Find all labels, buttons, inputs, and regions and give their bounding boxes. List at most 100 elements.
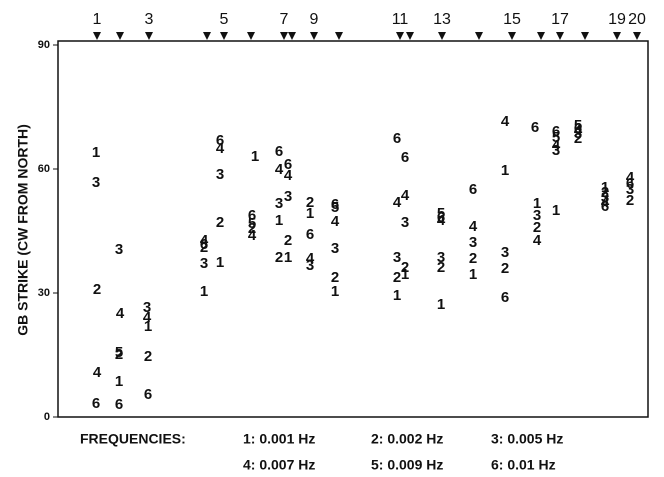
data-point: 2 — [331, 269, 339, 286]
y-axis-label: GB STRIKE (CW FROM NORTH) — [15, 124, 31, 336]
legend-entry: 5: 0.009 Hz — [371, 457, 443, 473]
data-point: 3 — [143, 299, 151, 316]
station-marker — [220, 32, 228, 40]
legend-entry: 1: 0.001 Hz — [243, 431, 315, 447]
data-point: 1 — [501, 162, 509, 179]
data-point: 4 — [552, 137, 561, 154]
data-point: 2 — [200, 239, 208, 256]
data-point: 1 — [275, 212, 283, 229]
data-point: 1 — [552, 202, 560, 219]
data-point: 6 — [393, 130, 401, 147]
station-marker — [633, 32, 641, 40]
data-point: 4 — [216, 140, 225, 157]
legend-entry: 4: 0.007 Hz — [243, 457, 315, 473]
data-point: 6 — [92, 395, 100, 412]
data-point: 3 — [306, 257, 314, 274]
x-tick-label: 7 — [280, 11, 289, 28]
data-point: 2 — [574, 130, 582, 147]
legend-entry: 2: 0.002 Hz — [371, 431, 443, 447]
data-point: 4 — [200, 232, 209, 249]
data-point: 4 — [533, 232, 542, 249]
station-marker — [203, 32, 211, 40]
data-point: 1 — [469, 266, 477, 283]
data-point: 2 — [144, 348, 152, 365]
x-tick-label: 13 — [433, 11, 451, 28]
data-point: 2 — [601, 184, 609, 201]
data-point: 6 — [200, 236, 208, 253]
x-tick-label: 15 — [503, 11, 521, 28]
data-point: 3 — [626, 181, 634, 198]
data-point: 2 — [469, 250, 477, 267]
data-point: 3 — [284, 188, 292, 205]
station-marker — [537, 32, 545, 40]
station-marker — [93, 32, 101, 40]
data-point: 1 — [144, 318, 152, 335]
station-marker — [335, 32, 343, 40]
data-point: 4 — [437, 212, 446, 229]
data-point: 6 — [501, 289, 509, 306]
station-marker — [475, 32, 483, 40]
data-point: 3 — [501, 244, 509, 261]
data-point: 4 — [116, 305, 125, 322]
data-point: 1 — [92, 144, 100, 161]
x-tick-label: 3 — [145, 11, 154, 28]
station-marker — [556, 32, 564, 40]
data-point: 5 — [248, 215, 256, 232]
data-point: 1 — [437, 296, 445, 313]
y-tick-label: 30 — [38, 287, 50, 299]
station-marker — [396, 32, 404, 40]
data-point: 6 — [401, 149, 409, 166]
data-point: 1 — [200, 283, 208, 300]
data-point: 3 — [216, 166, 224, 183]
legend-entry: 6: 0.01 Hz — [491, 457, 556, 473]
data-point: 4 — [626, 169, 635, 186]
data-point: 4 — [393, 194, 402, 211]
data-point: 6 — [216, 132, 224, 149]
data-point: 4 — [306, 250, 315, 267]
data-point: 3 — [552, 142, 560, 159]
data-point: 4 — [401, 187, 410, 204]
station-marker — [116, 32, 124, 40]
station-marker — [613, 32, 621, 40]
data-point: 3 — [601, 189, 609, 206]
data-point: 3 — [331, 240, 339, 257]
data-point: 1 — [601, 179, 609, 196]
y-tick-label: 0 — [44, 411, 50, 423]
data-point: 6 — [115, 396, 123, 413]
data-point: 5 — [331, 199, 339, 216]
data-point: 2 — [93, 281, 101, 298]
legend-entry: 3: 0.005 Hz — [491, 431, 563, 447]
data-point: 3 — [533, 207, 541, 224]
data-point: 2 — [533, 219, 541, 236]
data-point: 3 — [469, 234, 477, 251]
data-point: 2 — [115, 346, 123, 363]
y-tick-label: 60 — [38, 163, 50, 175]
station-marker — [288, 32, 296, 40]
data-point: 1 — [251, 148, 259, 165]
data-point: 2 — [437, 259, 445, 276]
data-point: 2 — [626, 192, 634, 209]
x-tick-label: 9 — [310, 11, 319, 28]
data-point: 3 — [92, 174, 100, 191]
data-point: 2 — [284, 232, 292, 249]
x-tick-label: 20 — [628, 11, 646, 28]
data-point: 4 — [331, 213, 340, 230]
data-point: 6 — [531, 119, 539, 136]
data-point: 3 — [437, 249, 445, 266]
data-point: 3 — [200, 255, 208, 272]
data-point: 4 — [248, 227, 257, 244]
data-point: 4 — [469, 218, 478, 235]
data-point: 3 — [574, 125, 582, 142]
station-marker — [508, 32, 516, 40]
data-point: 6 — [248, 207, 256, 224]
data-point: 5 — [552, 129, 560, 146]
data-point: 6 — [275, 143, 283, 160]
data-point: 4 — [501, 113, 510, 130]
x-tick-label: 5 — [220, 11, 229, 28]
data-point: 2 — [216, 214, 224, 231]
data-point: 6 — [284, 156, 292, 173]
data-point: 3 — [275, 195, 283, 212]
data-point: 6 — [144, 386, 152, 403]
station-marker — [247, 32, 255, 40]
